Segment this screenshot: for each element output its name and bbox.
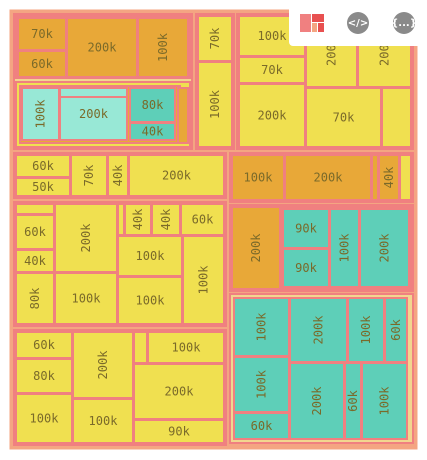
- chart-toolbar: </> {...}: [289, 0, 427, 46]
- treemap-cell-label: 70k: [261, 63, 283, 77]
- treemap-cell-label: 200k: [162, 169, 192, 183]
- treemap-cell-label: 60k: [192, 213, 214, 227]
- treemap-cell-label: 100k: [172, 341, 202, 355]
- treemap-cell-label: 100k: [338, 233, 352, 263]
- treemap-cell-label: 100k: [258, 29, 288, 43]
- treemap-cell: [118, 204, 124, 235]
- treemap-cell-label: 40k: [111, 164, 125, 186]
- treemap-cell-label: 200k: [310, 386, 324, 416]
- treemap-cell-label: 100k: [208, 89, 222, 119]
- treemap-cell-label: 100k: [89, 414, 119, 428]
- treemap-cell: [16, 204, 54, 214]
- treemap-cell-label: 200k: [79, 107, 109, 121]
- treemap-cell: [382, 88, 411, 147]
- treemap-cell: [134, 332, 147, 363]
- treemap-cell-label: 200k: [314, 171, 344, 185]
- code-icon-label: </>: [347, 12, 369, 34]
- treemap-cell-label: 200k: [312, 315, 326, 345]
- treemap-cell-label: 100k: [72, 292, 102, 306]
- treemap-cell-label: 60k: [251, 419, 273, 433]
- treemap-cell-label: 200k: [165, 385, 195, 399]
- treemap-cell-label: 100k: [255, 312, 269, 342]
- treemap-cell-label: 200k: [378, 233, 392, 263]
- treemap-cell-label: 90k: [295, 261, 317, 275]
- json-icon-label: {...}: [393, 12, 415, 34]
- treemap-cell-label: 100k: [197, 265, 211, 295]
- treemap-cell-label: 200k: [88, 41, 118, 55]
- treemap-cell-label: 60k: [24, 225, 46, 239]
- treemap-cell-label: 60k: [389, 318, 403, 340]
- treemap-cell-label: 60k: [33, 338, 55, 352]
- json-icon[interactable]: {...}: [391, 10, 417, 36]
- treemap-cell: [400, 155, 411, 200]
- treemap-chart-icon[interactable]: [299, 10, 325, 36]
- treemap-cell-label: 70k: [31, 27, 53, 41]
- treemap-cell-label: 100k: [30, 412, 60, 426]
- treemap-cell-label: 100k: [378, 386, 392, 416]
- treemap-cell-label: 60k: [31, 57, 53, 71]
- treemap-cell-label: 40k: [24, 254, 46, 268]
- treemap-cell-label: 70k: [208, 27, 222, 49]
- treemap-cell-label: 40k: [131, 208, 145, 230]
- treemap-cell-label: 60k: [32, 159, 54, 173]
- treemap-cell: [178, 88, 188, 143]
- treemap-cell-label: 50k: [32, 180, 54, 194]
- treemap-cell-label: 70k: [333, 111, 355, 125]
- treemap-cell-label: 70k: [82, 164, 96, 186]
- treemap-cell-label: 100k: [156, 32, 170, 62]
- treemap-cell-label: 200k: [258, 109, 288, 123]
- treemap-cell-label: 90k: [168, 425, 190, 439]
- treemap-cell-label: 100k: [244, 171, 274, 185]
- treemap-cell: [60, 88, 127, 97]
- treemap-cell-label: 80k: [142, 98, 164, 112]
- treemap-cell-label: 200k: [96, 350, 110, 380]
- treemap-cell-label: 40k: [142, 125, 164, 139]
- treemap-cell-label: 100k: [136, 249, 166, 263]
- treemap-cell-label: 100k: [34, 99, 48, 129]
- treemap-cell-label: 200k: [79, 223, 93, 253]
- treemap-cell-label: 60k: [346, 389, 360, 411]
- treemap-cell-label: 40k: [159, 208, 173, 230]
- treemap-cell-label: 200k: [249, 233, 263, 263]
- treemap-cell-label: 100k: [136, 294, 166, 308]
- treemap-cell-label: 100k: [255, 369, 269, 399]
- treemap-cell-label: 90k: [295, 222, 317, 236]
- treemap-cell-label: 40k: [382, 166, 396, 188]
- code-icon[interactable]: </>: [345, 10, 371, 36]
- treemap-cell: [372, 155, 378, 200]
- treemap-cell-label: 80k: [33, 369, 55, 383]
- treemap-cell-label: 80k: [28, 287, 42, 309]
- treemap-cell-label: 100k: [359, 315, 373, 345]
